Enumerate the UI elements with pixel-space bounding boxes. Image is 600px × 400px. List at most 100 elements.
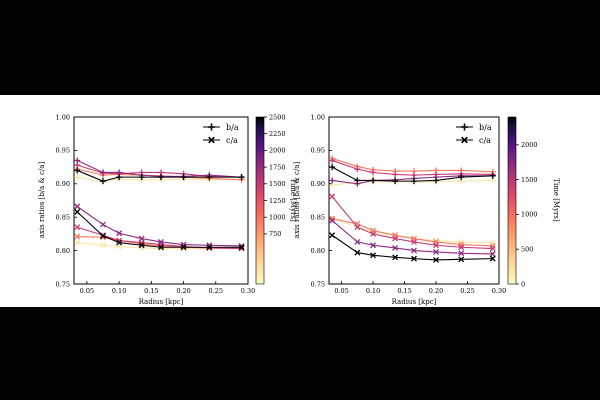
right-legend-x-marker [456, 136, 473, 144]
left-data-point-ca [100, 232, 106, 239]
left-x-axis-label: Radius [kpc] [139, 298, 184, 306]
left-colorbar-tick-label: 1000 [269, 214, 286, 222]
right-data-point-ba [329, 177, 336, 184]
left-legend-label-ba: b/a [226, 123, 239, 132]
left-data-point-ca [116, 230, 123, 237]
right-series-line [331, 234, 493, 261]
left-data-point-ca [158, 244, 164, 251]
left-x-tick-label: 0.10 [112, 287, 126, 295]
right-colorbar-label: Time [Myrs] [552, 178, 560, 222]
right-data-point-ba [489, 172, 496, 179]
left-series-line [77, 169, 242, 182]
right-x-tick-label: 0.05 [334, 287, 348, 295]
right-x-tick-label: 0.15 [397, 287, 411, 295]
left-data-point-ca [138, 242, 145, 249]
right-x-tick-label: 0.30 [492, 287, 506, 295]
right-series-line [331, 159, 493, 176]
right-data-point-ca [458, 250, 465, 257]
left-colorbar-tick-label: 2000 [269, 147, 286, 155]
right-data-point-ca [354, 238, 361, 245]
left-colorbar: 750 1000 1250 1500 1750 2000 2250 2500 Time [My… [255, 113, 297, 285]
left-data-point-ba [138, 174, 145, 181]
left-data-point-ba [180, 174, 187, 181]
right-data-point-ca [370, 252, 377, 259]
left-colorbar-tick-label: 1250 [269, 197, 286, 205]
figure-canvas: 0.05 0.10 0.15 0.20 0.25 0.30 0.75 0.80 0.85 0.9… [38, 113, 560, 306]
right-data-point-ca [433, 248, 439, 255]
left-x-tick-label: 0.05 [80, 287, 94, 295]
right-data-point-ba [392, 178, 399, 185]
left-series-ca-8 [74, 203, 245, 249]
left-data-point-ba [238, 174, 245, 181]
left-colorbar-tick-label: 750 [269, 230, 281, 238]
right-y-tick-label: 0.90 [311, 180, 325, 188]
right-data-point-ca [411, 238, 417, 245]
right-data-point-ba [411, 178, 417, 185]
left-series [74, 157, 245, 252]
left-data-point-ca [100, 221, 106, 228]
left-data-point-ba [100, 178, 106, 185]
right-y-tick-label: 0.95 [311, 147, 325, 155]
left-x-tick-label: 0.15 [144, 287, 158, 295]
right-data-point-ba [329, 164, 336, 171]
right-data-point-ba [354, 177, 361, 184]
right-x-ticks: 0.05 0.10 0.15 0.20 0.25 0.30 [334, 281, 506, 295]
left-data-point-ba [116, 174, 123, 181]
right-data-point-ca [392, 254, 399, 261]
left-plot-frame [73, 116, 249, 285]
right-legend-marker-ca [461, 136, 468, 144]
right-data-point-ca [489, 250, 496, 257]
right-data-point-ca [354, 249, 361, 256]
left-y-tick-label: 0.90 [56, 180, 70, 188]
right-data-point-ca [489, 255, 496, 262]
right-x-axis-label: Radius [kpc] [392, 298, 437, 306]
left-series-line [77, 168, 242, 181]
left-data-point-ba [206, 174, 213, 181]
left-colorbar-tick-label: 2500 [269, 113, 286, 121]
right-data-point-ba [370, 169, 377, 176]
right-y-axis-label: axis ratios [b/a & c/a] [293, 162, 301, 239]
right-y-tick-label: 1.00 [311, 113, 325, 121]
right-data-point-ca [458, 256, 465, 263]
right-colorbar-tick-label: 2000 [521, 141, 538, 149]
right-series-ca-9 [329, 232, 496, 263]
left-y-tick-label: 0.95 [56, 147, 70, 155]
right-legend-marker-ba [461, 123, 468, 131]
right-colorbar-gradient [507, 116, 517, 285]
left-data-point-ca [238, 244, 245, 251]
right-series-line [331, 157, 493, 173]
right-data-point-ba [392, 171, 399, 178]
right-legend-label-ba: b/a [479, 123, 492, 132]
right-data-point-ca [329, 232, 336, 239]
right-data-point-ca [370, 242, 377, 249]
left-data-point-ca [74, 239, 81, 246]
left-data-point-ca [100, 242, 106, 249]
right-series-ca-8 [329, 217, 496, 257]
left-data-point-ca [206, 244, 213, 251]
left-legend-x-marker [203, 136, 220, 144]
right-series [329, 155, 496, 263]
right-data-point-ca [489, 245, 496, 252]
right-data-point-ca [411, 255, 417, 262]
right-legend-plus-marker [456, 123, 473, 131]
left-y-axis-label: axis ratios [b/a & c/a] [38, 162, 46, 239]
right-data-point-ca [370, 230, 377, 237]
right-series-ba-2 [329, 157, 496, 179]
right-colorbar-tick-label: 500 [521, 246, 533, 254]
right-legend: b/a c/a [456, 123, 492, 145]
left-legend-plus-marker [203, 123, 220, 131]
left-data-point-ca [74, 203, 81, 210]
left-y-ticks: 0.75 0.80 0.85 0.90 0.95 1.00 [56, 113, 77, 288]
left-y-tick-label: 1.00 [56, 113, 70, 121]
left-colorbar-gradient [255, 116, 265, 285]
left-legend-marker-ba [208, 123, 215, 131]
left-legend-marker-ca [208, 136, 215, 144]
figure: 0.05 0.10 0.15 0.20 0.25 0.30 0.75 0.80 0.85 0.9… [0, 95, 600, 307]
left-data-point-ca [158, 238, 164, 245]
left-data-point-ca [74, 208, 81, 215]
right-series-ca-7 [329, 193, 496, 252]
left-x-tick-label: 0.20 [176, 287, 190, 295]
right-colorbar-tick-label: 0 [521, 280, 525, 288]
right-colorbar-tick-label: 1500 [521, 176, 538, 184]
right-data-point-ca [433, 256, 439, 263]
